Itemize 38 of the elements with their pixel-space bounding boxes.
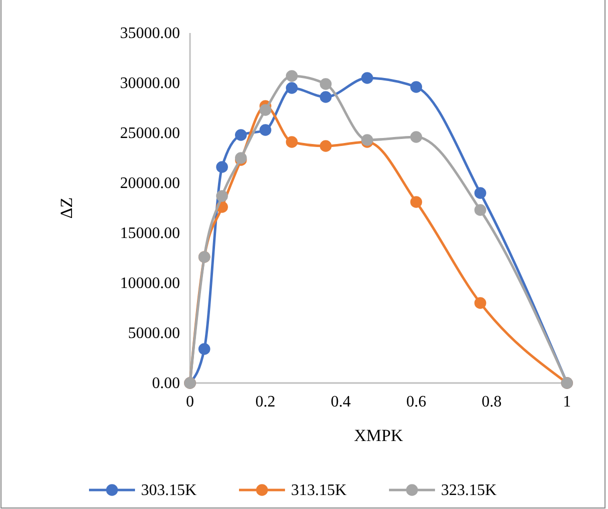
point [286, 136, 298, 148]
legend-label: 313.15K [291, 482, 347, 499]
point [234, 129, 247, 141]
y-tick-label: 25000.00 [120, 125, 180, 142]
y-tick-label: 10000.00 [120, 275, 180, 292]
point [320, 140, 332, 152]
y-axis-title: ΔZ [57, 197, 76, 219]
x-tick-label: 0.6 [406, 393, 426, 410]
point [361, 72, 374, 84]
y-tick-label: 30000.00 [120, 75, 180, 92]
point [198, 343, 210, 355]
point [286, 82, 298, 94]
point [410, 196, 422, 208]
point [410, 81, 422, 93]
x-tick-label: 0.8 [482, 393, 502, 410]
point [216, 190, 228, 202]
x-tick-label: 0.2 [255, 393, 276, 410]
point [286, 70, 298, 82]
point [474, 297, 486, 309]
legend-label: 323.15K [441, 482, 497, 499]
y-tick-label: 5000.00 [128, 325, 180, 342]
x-tick-label: 1 [563, 393, 571, 410]
x-axis-title: XMPK [354, 426, 404, 445]
y-tick-label: 0.00 [152, 375, 180, 392]
point [259, 124, 272, 136]
point [474, 187, 486, 199]
x-tick-label: 0.4 [330, 393, 351, 410]
point [410, 131, 422, 143]
y-tick-label: 20000.00 [120, 175, 180, 192]
point [320, 78, 332, 90]
point [320, 91, 332, 103]
legend-label: 303.15K [141, 482, 197, 499]
y-tick-label: 35000.00 [120, 25, 180, 42]
x-tick-label: 0 [186, 393, 194, 410]
y-tick-label: 15000.00 [120, 225, 180, 242]
point [474, 204, 486, 216]
point [259, 104, 272, 116]
point [216, 161, 228, 173]
